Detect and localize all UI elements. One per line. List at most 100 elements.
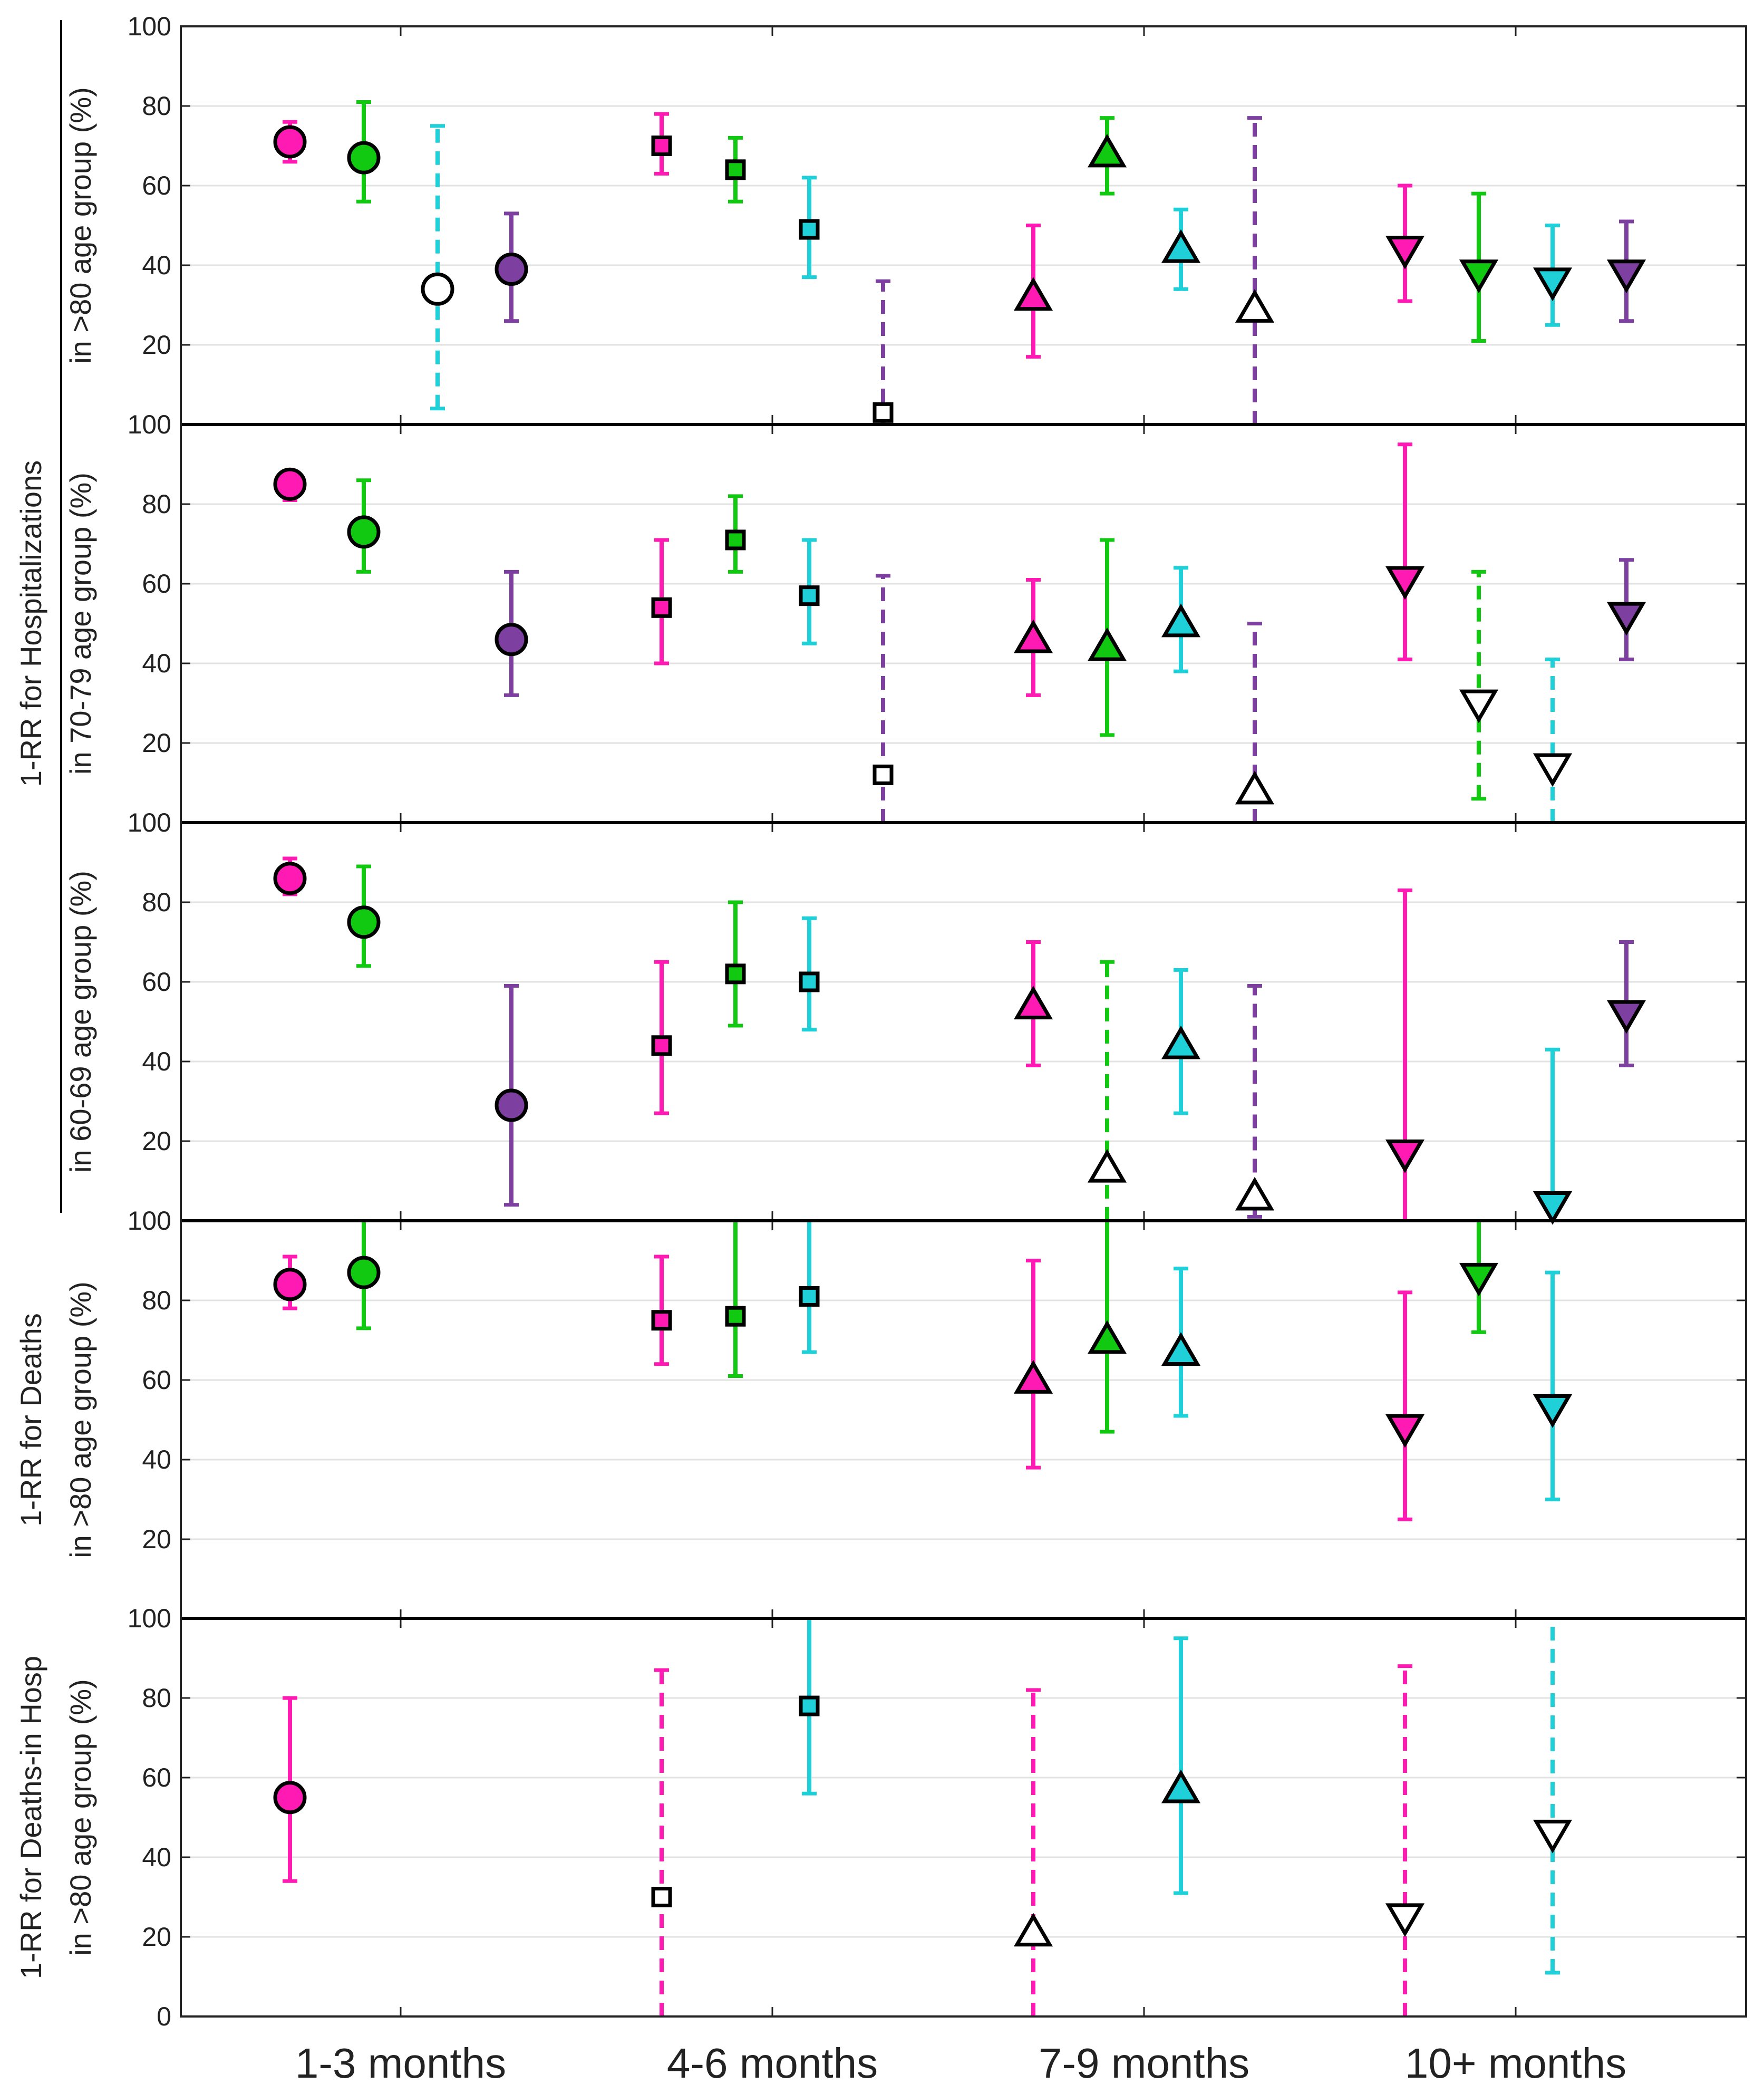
marker-triangle-down: [1385, 1903, 1425, 1937]
marker-triangle-down: [1533, 753, 1573, 787]
data-point: [1013, 577, 1053, 697]
data-point: [1087, 1221, 1127, 1434]
data-point: [651, 112, 672, 176]
marker-triangle-up: [1087, 1320, 1127, 1354]
data-point: [651, 1255, 672, 1366]
plot-frame: [180, 25, 1747, 2018]
marker-triangle-up: [1087, 133, 1127, 168]
y-tick-label: 0: [157, 2002, 171, 2031]
marker-triangle-up: [1161, 229, 1201, 263]
marker-circle: [347, 905, 381, 939]
x-tick-label: 10+ months: [1405, 2040, 1626, 2087]
y-tick-label: 40: [142, 649, 171, 678]
marker-triangle-down: [1385, 1139, 1425, 1173]
data-point: [1013, 224, 1053, 359]
data-point: [799, 916, 820, 1032]
data-point: [1161, 566, 1201, 673]
y-tick-label: 100: [128, 1604, 171, 1633]
y-tick-label: 60: [142, 1365, 171, 1395]
y-tick-label: 20: [142, 1922, 171, 1952]
data-point: [273, 856, 307, 896]
marker-triangle-up: [1161, 603, 1201, 638]
marker-square: [651, 1887, 672, 1907]
x-tick-label: 4-6 months: [667, 2040, 878, 2087]
marker-triangle-up: [1235, 1176, 1275, 1211]
data-point: [495, 984, 528, 1207]
y-axis-label: in 70-79 age group (%): [64, 472, 97, 775]
data-point: [1013, 1259, 1053, 1470]
marker-triangle-up: [1235, 770, 1275, 805]
data-point: [799, 1221, 820, 1354]
data-point: [1013, 940, 1053, 1068]
data-point: [1161, 1267, 1201, 1418]
y-axis-label: in 60-69 age group (%): [64, 871, 97, 1173]
data-point: [873, 279, 894, 424]
y-axis-label: in >80 age group (%): [64, 1679, 97, 1956]
data-point: [1606, 940, 1646, 1068]
y-tick-label: 100: [128, 808, 171, 837]
data-point: [1459, 1221, 1499, 1334]
panel-2: 20 40 60 80 100 in 70-79 age group (%): [64, 410, 1746, 823]
marker-triangle-down: [1533, 267, 1573, 302]
data-point: [1235, 622, 1275, 823]
data-point: [1385, 1664, 1425, 2016]
marker-square: [799, 971, 820, 992]
marker-circle: [347, 141, 381, 175]
marker-square: [725, 529, 746, 551]
y-tick-label: 80: [142, 1683, 171, 1713]
marker-triangle-up: [1013, 619, 1053, 653]
y-axis-label: in >80 age group (%): [64, 87, 97, 364]
y-axis-label: 1-RR for Deaths: [14, 1313, 47, 1527]
marker-triangle-down: [1385, 1414, 1425, 1448]
data-point: [1235, 984, 1275, 1219]
data-point: [725, 1221, 746, 1378]
data-point: [495, 570, 528, 697]
marker-circle: [273, 1268, 307, 1301]
data-point: [1161, 207, 1201, 291]
y-tick-label: 80: [142, 1286, 171, 1315]
data-point: [1087, 116, 1127, 196]
marker-triangle-down: [1606, 602, 1646, 636]
marker-triangle-down: [1533, 1394, 1573, 1428]
marker-triangle-up: [1235, 289, 1275, 323]
data-point: [1013, 1688, 1053, 2016]
y-tick-label: 40: [142, 1842, 171, 1872]
data-point: [1087, 960, 1127, 1221]
y-axis-label: in >80 age group (%): [64, 1281, 97, 1558]
data-point: [273, 1696, 307, 1883]
y-tick-label: 60: [142, 1763, 171, 1792]
marker-triangle-down: [1459, 259, 1499, 294]
y-tick-label: 20: [142, 330, 171, 360]
x-tick-label: 7-9 months: [1039, 2040, 1249, 2087]
y-tick-label: 40: [142, 250, 171, 280]
y-tick-label: 60: [142, 569, 171, 599]
data-point: [273, 120, 307, 164]
data-point: [1606, 219, 1646, 323]
y-tick-label: 60: [142, 967, 171, 997]
marker-circle: [495, 623, 528, 657]
marker-triangle-down: [1533, 1819, 1573, 1854]
marker-circle: [347, 515, 381, 549]
marker-triangle-up: [1013, 1913, 1053, 1947]
y-tick-label: 20: [142, 1126, 171, 1156]
marker-square: [873, 764, 894, 785]
marker-square: [651, 597, 672, 618]
y-tick-label: 80: [142, 489, 171, 519]
data-point: [347, 1221, 381, 1330]
marker-triangle-up: [1087, 627, 1127, 661]
marker-circle: [495, 1088, 528, 1122]
marker-square: [799, 1695, 820, 1716]
data-point: [1533, 224, 1573, 327]
marker-square: [651, 1310, 672, 1331]
marker-triangle-up: [1161, 1025, 1201, 1059]
marker-triangle-up: [1013, 1360, 1053, 1394]
data-point: [421, 124, 454, 411]
y-tick-label: 80: [142, 887, 171, 917]
y-tick-label: 100: [128, 12, 171, 41]
marker-circle: [273, 467, 307, 501]
marker-triangle-down: [1459, 689, 1499, 723]
data-point: [1533, 1047, 1573, 1225]
data-point: [1606, 558, 1646, 661]
data-point: [1385, 888, 1425, 1221]
